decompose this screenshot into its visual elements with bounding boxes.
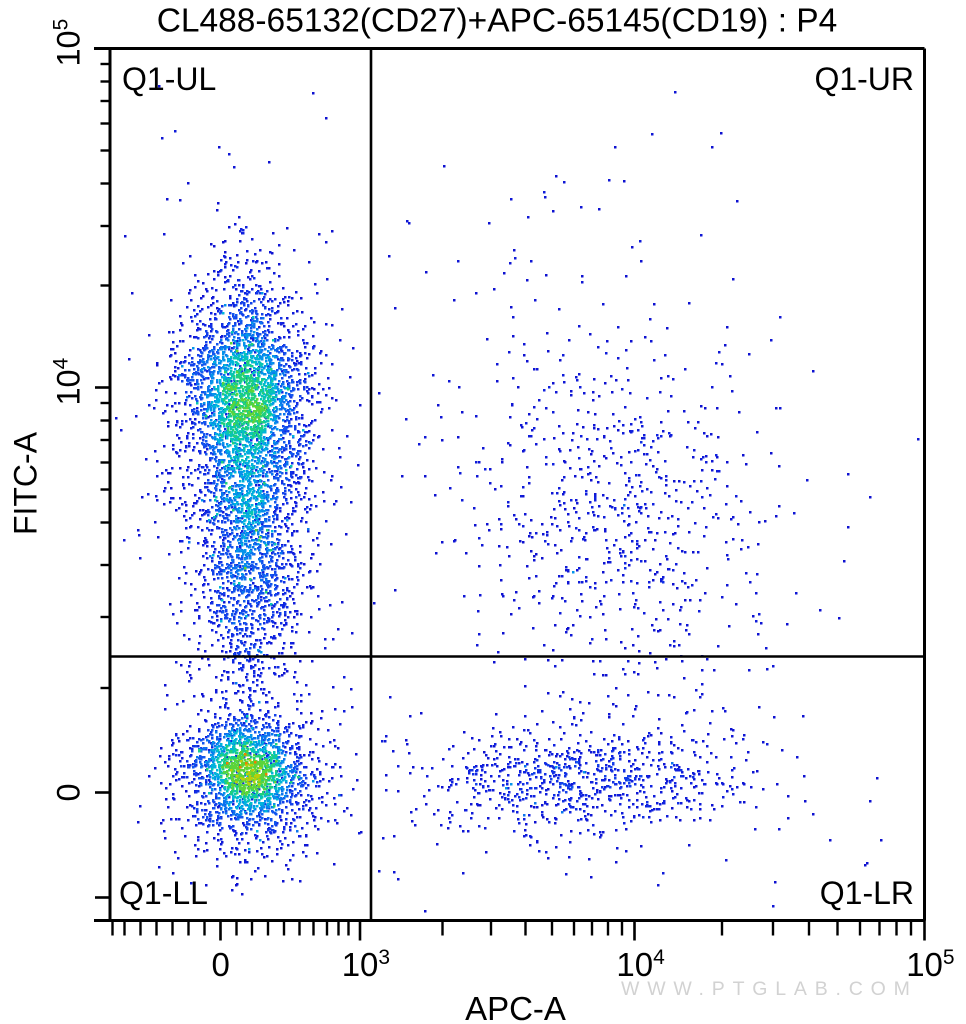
svg-text:Q1-UR: Q1-UR (814, 61, 914, 97)
svg-text:APC-A: APC-A (465, 990, 566, 1024)
svg-text:Q1-LR: Q1-LR (820, 875, 914, 911)
svg-text:WWW.PTGLAB.COM: WWW.PTGLAB.COM (621, 978, 918, 1000)
svg-text:0: 0 (51, 783, 87, 801)
svg-text:Q1-UL: Q1-UL (122, 61, 216, 97)
svg-text:FITC-A: FITC-A (8, 431, 44, 535)
svg-text:CL488-65132(CD27)+APC-65145(CD: CL488-65132(CD27)+APC-65145(CD19) : P4 (157, 3, 838, 40)
svg-text:103: 103 (342, 946, 390, 983)
svg-text:0: 0 (212, 946, 230, 983)
svg-text:Q1-LL: Q1-LL (119, 875, 208, 911)
